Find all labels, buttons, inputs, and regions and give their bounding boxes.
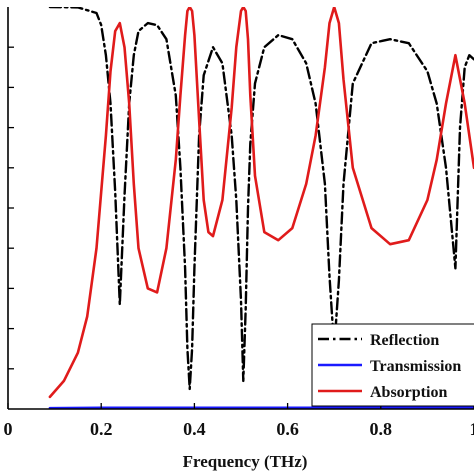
x-tick-label: 0.2 [90,419,113,439]
legend-label-reflection: Reflection [370,332,439,349]
series-line-absorption [48,7,474,399]
legend: Reflection Transmission Absorption [311,323,474,407]
legend-label-absorption: Absorption [370,384,447,401]
legend-label-transmission: Transmission [370,358,461,375]
x-axis-label: Frequency (THz) [183,452,308,471]
x-tick-label: 0.4 [183,419,206,439]
x-tick-label: 0 [4,419,13,439]
ticks-layer: 0 0.2 0.4 0.6 0.8 1 [4,46,474,439]
series-layer [48,7,474,409]
series-line-reflection [48,7,474,391]
x-tick-label: 0.8 [370,419,393,439]
x-tick-label: 0.6 [276,419,299,439]
x-tick-label: 1 [470,419,474,439]
